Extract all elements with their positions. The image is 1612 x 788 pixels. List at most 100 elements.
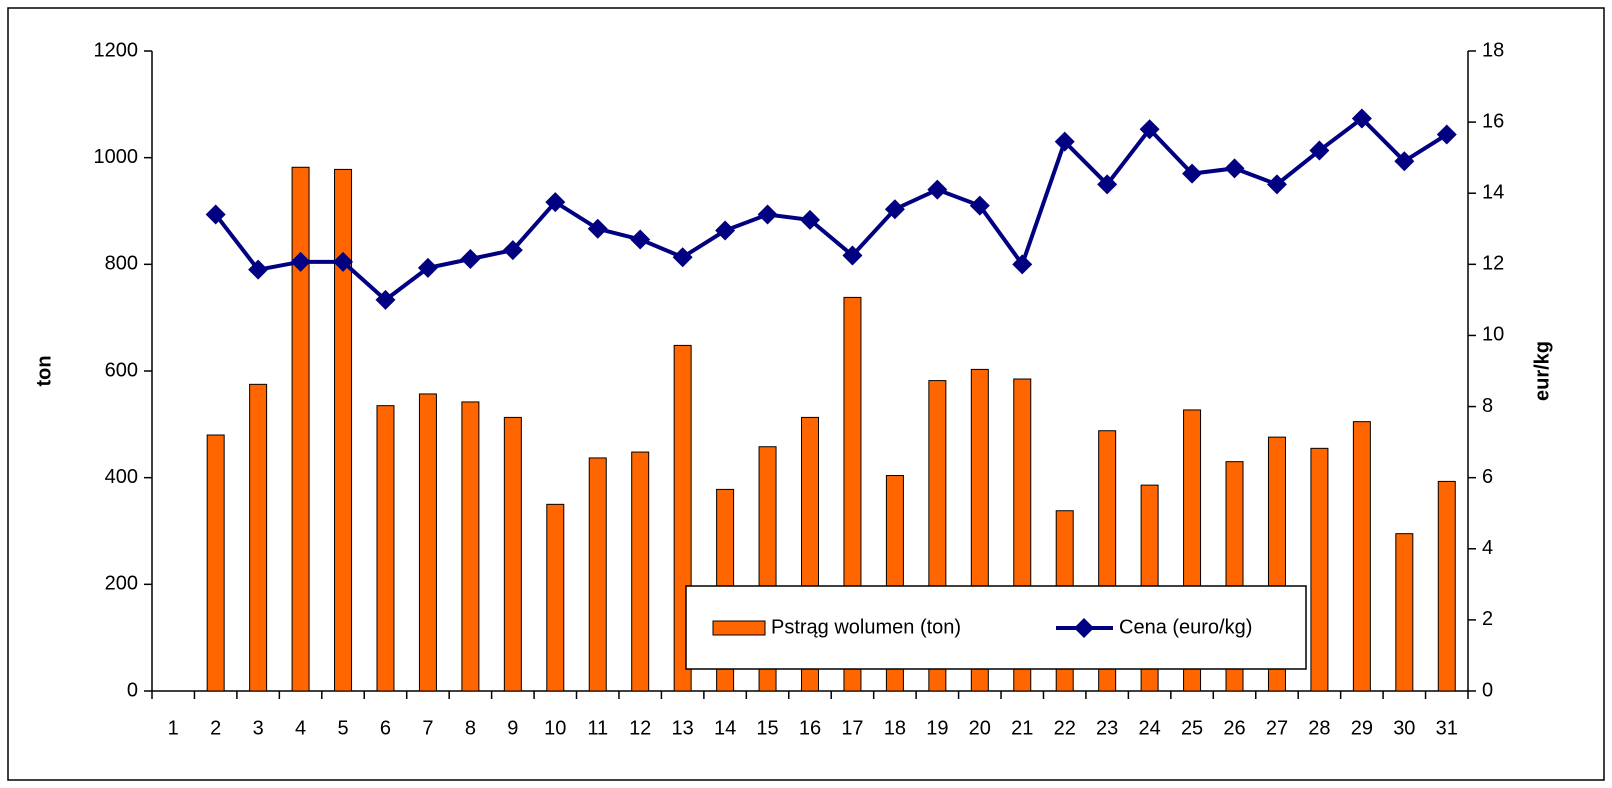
x-tick-label: 23 — [1096, 717, 1118, 739]
bar — [291, 166, 310, 692]
y2-tick-label: 4 — [1482, 537, 1493, 559]
x-tick-label: 22 — [1054, 717, 1076, 739]
marker — [545, 192, 566, 213]
marker — [1351, 108, 1372, 129]
y-tick-label: 200 — [105, 573, 138, 595]
marker — [927, 179, 948, 200]
y-tick-label: 1000 — [94, 146, 139, 168]
legend-label: Cena (euro/kg) — [1119, 616, 1252, 638]
marker — [1224, 158, 1245, 179]
y2-tick-label: 8 — [1482, 395, 1493, 417]
x-tick-label: 25 — [1181, 717, 1203, 739]
y2-tick-label: 14 — [1482, 182, 1504, 204]
marker — [1266, 174, 1287, 195]
y-tick-label: 800 — [105, 253, 138, 275]
y-tick-label: 600 — [105, 359, 138, 381]
x-tick-label: 7 — [422, 717, 433, 739]
x-tick-label: 17 — [841, 717, 863, 739]
bar — [631, 451, 650, 692]
marker — [884, 199, 905, 220]
marker — [842, 245, 863, 266]
y2-tick-label: 12 — [1482, 253, 1504, 275]
x-tick-label: 14 — [714, 717, 736, 739]
x-tick-label: 1 — [168, 717, 179, 739]
x-tick-label: 9 — [507, 717, 518, 739]
bar — [1310, 447, 1329, 692]
y-axis-title: ton — [33, 355, 55, 386]
marker — [1139, 119, 1160, 140]
marker — [1182, 163, 1203, 184]
x-tick-label: 13 — [672, 717, 694, 739]
x-tick-label: 21 — [1011, 717, 1033, 739]
x-tick-label: 4 — [295, 717, 306, 739]
marker — [502, 240, 523, 261]
y2-tick-label: 18 — [1482, 39, 1504, 61]
legend: Pstrąg wolumen (ton) Cena (euro/kg) — [685, 585, 1307, 670]
x-tick-label: 16 — [799, 717, 821, 739]
x-tick-label: 11 — [587, 717, 608, 739]
x-tick-label: 2 — [210, 717, 221, 739]
x-tick-label: 18 — [884, 717, 906, 739]
marker — [1054, 131, 1075, 152]
y-tick-label: 400 — [105, 466, 138, 488]
bar — [334, 168, 353, 692]
marker — [587, 218, 608, 239]
y2-tick-label: 16 — [1482, 110, 1504, 132]
marker — [1012, 254, 1033, 275]
bar — [1352, 421, 1371, 692]
x-tick-label: 27 — [1266, 717, 1288, 739]
marker — [290, 251, 311, 272]
x-tick-label: 26 — [1223, 717, 1245, 739]
marker — [1436, 124, 1457, 145]
x-tick-label: 28 — [1308, 717, 1330, 739]
x-tick-label: 10 — [544, 717, 566, 739]
bar — [376, 405, 395, 692]
x-tick-label: 20 — [969, 717, 991, 739]
y2-axis-title: eur/kg — [1531, 341, 1553, 401]
marker — [417, 257, 438, 278]
bar — [588, 457, 607, 692]
x-tick-label: 6 — [380, 717, 391, 739]
marker — [630, 229, 651, 250]
x-tick-label: 30 — [1393, 717, 1415, 739]
marker — [969, 195, 990, 216]
legend-marker — [1074, 618, 1094, 638]
x-tick-label: 19 — [926, 717, 948, 739]
bar — [546, 503, 565, 692]
y-tick-label: 1200 — [94, 39, 139, 61]
bar — [418, 393, 437, 692]
x-tick-label: 24 — [1138, 717, 1160, 739]
bar — [461, 401, 480, 692]
y-tick-label: 0 — [127, 679, 138, 701]
x-tick-label: 8 — [465, 717, 476, 739]
x-tick-label: 12 — [629, 717, 651, 739]
x-tick-label: 5 — [337, 717, 348, 739]
marker — [375, 289, 396, 310]
y2-tick-label: 2 — [1482, 608, 1493, 630]
bar — [1395, 533, 1414, 692]
marker — [1309, 140, 1330, 161]
marker — [715, 220, 736, 241]
marker — [1097, 174, 1118, 195]
legend-label: Pstrąg wolumen (ton) — [771, 616, 961, 638]
x-tick-label: 3 — [253, 717, 264, 739]
x-tick-label: 15 — [756, 717, 778, 739]
marker — [1394, 151, 1415, 172]
legend-box — [685, 585, 1307, 670]
x-tick-label: 31 — [1436, 717, 1458, 739]
bar — [206, 434, 225, 692]
marker — [757, 204, 778, 225]
marker — [800, 209, 820, 230]
bar — [249, 383, 268, 692]
marker — [205, 204, 226, 225]
marker — [460, 249, 481, 269]
marker — [672, 247, 693, 268]
marker — [333, 251, 354, 272]
legend-swatch — [712, 620, 766, 636]
y2-tick-label: 10 — [1482, 324, 1504, 346]
y2-tick-label: 0 — [1482, 679, 1493, 701]
y2-tick-label: 6 — [1482, 466, 1493, 488]
marker — [248, 259, 269, 280]
